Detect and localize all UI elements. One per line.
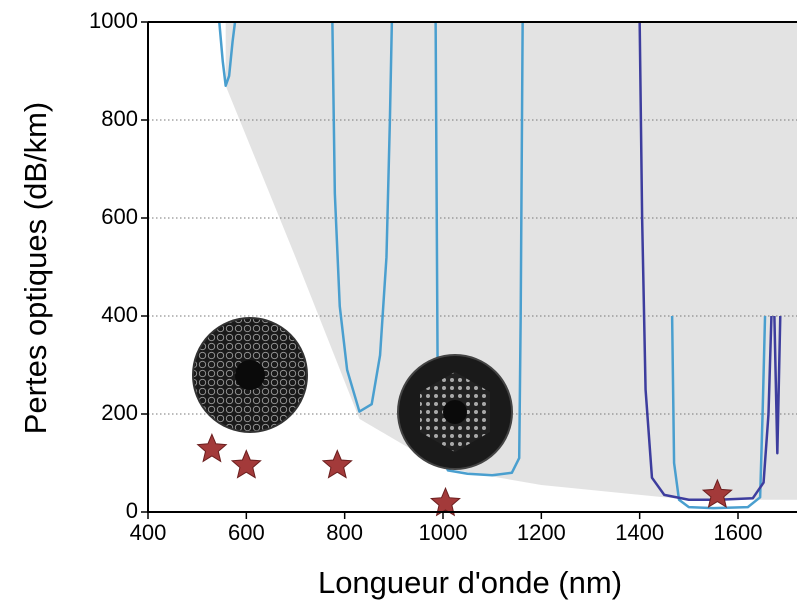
fiber-image [397, 354, 513, 470]
plot-frame [147, 21, 797, 513]
star-marker [230, 449, 262, 479]
y-tick-label: 400 [101, 302, 138, 327]
y-tick-label: 1000 [89, 8, 138, 33]
y-tick-label: 200 [101, 400, 138, 425]
star-marker [701, 478, 733, 509]
x-axis-title: Longueur d'onde (nm) [318, 565, 622, 600]
y-axis-title: Pertes optiques (dB/km) [18, 102, 53, 435]
fiber-image [192, 317, 308, 433]
shaded-area [225, 22, 797, 500]
y-tick-label: 600 [101, 204, 138, 229]
star-marker [321, 449, 353, 479]
x-tick-label: 1200 [517, 520, 566, 545]
x-tick-label: 1400 [615, 520, 664, 545]
x-tick-label: 600 [228, 520, 265, 545]
x-tick-label: 400 [130, 520, 167, 545]
x-tick-label: 1000 [419, 520, 468, 545]
x-tick-label: 1600 [714, 520, 763, 545]
loss-curve [638, 22, 782, 501]
y-tick-label: 800 [101, 106, 138, 131]
star-marker [196, 433, 228, 463]
y-tick-label: 0 [126, 498, 138, 523]
x-tick-label: 800 [326, 520, 363, 545]
loss-curve [218, 22, 767, 510]
star-marker [429, 486, 461, 517]
